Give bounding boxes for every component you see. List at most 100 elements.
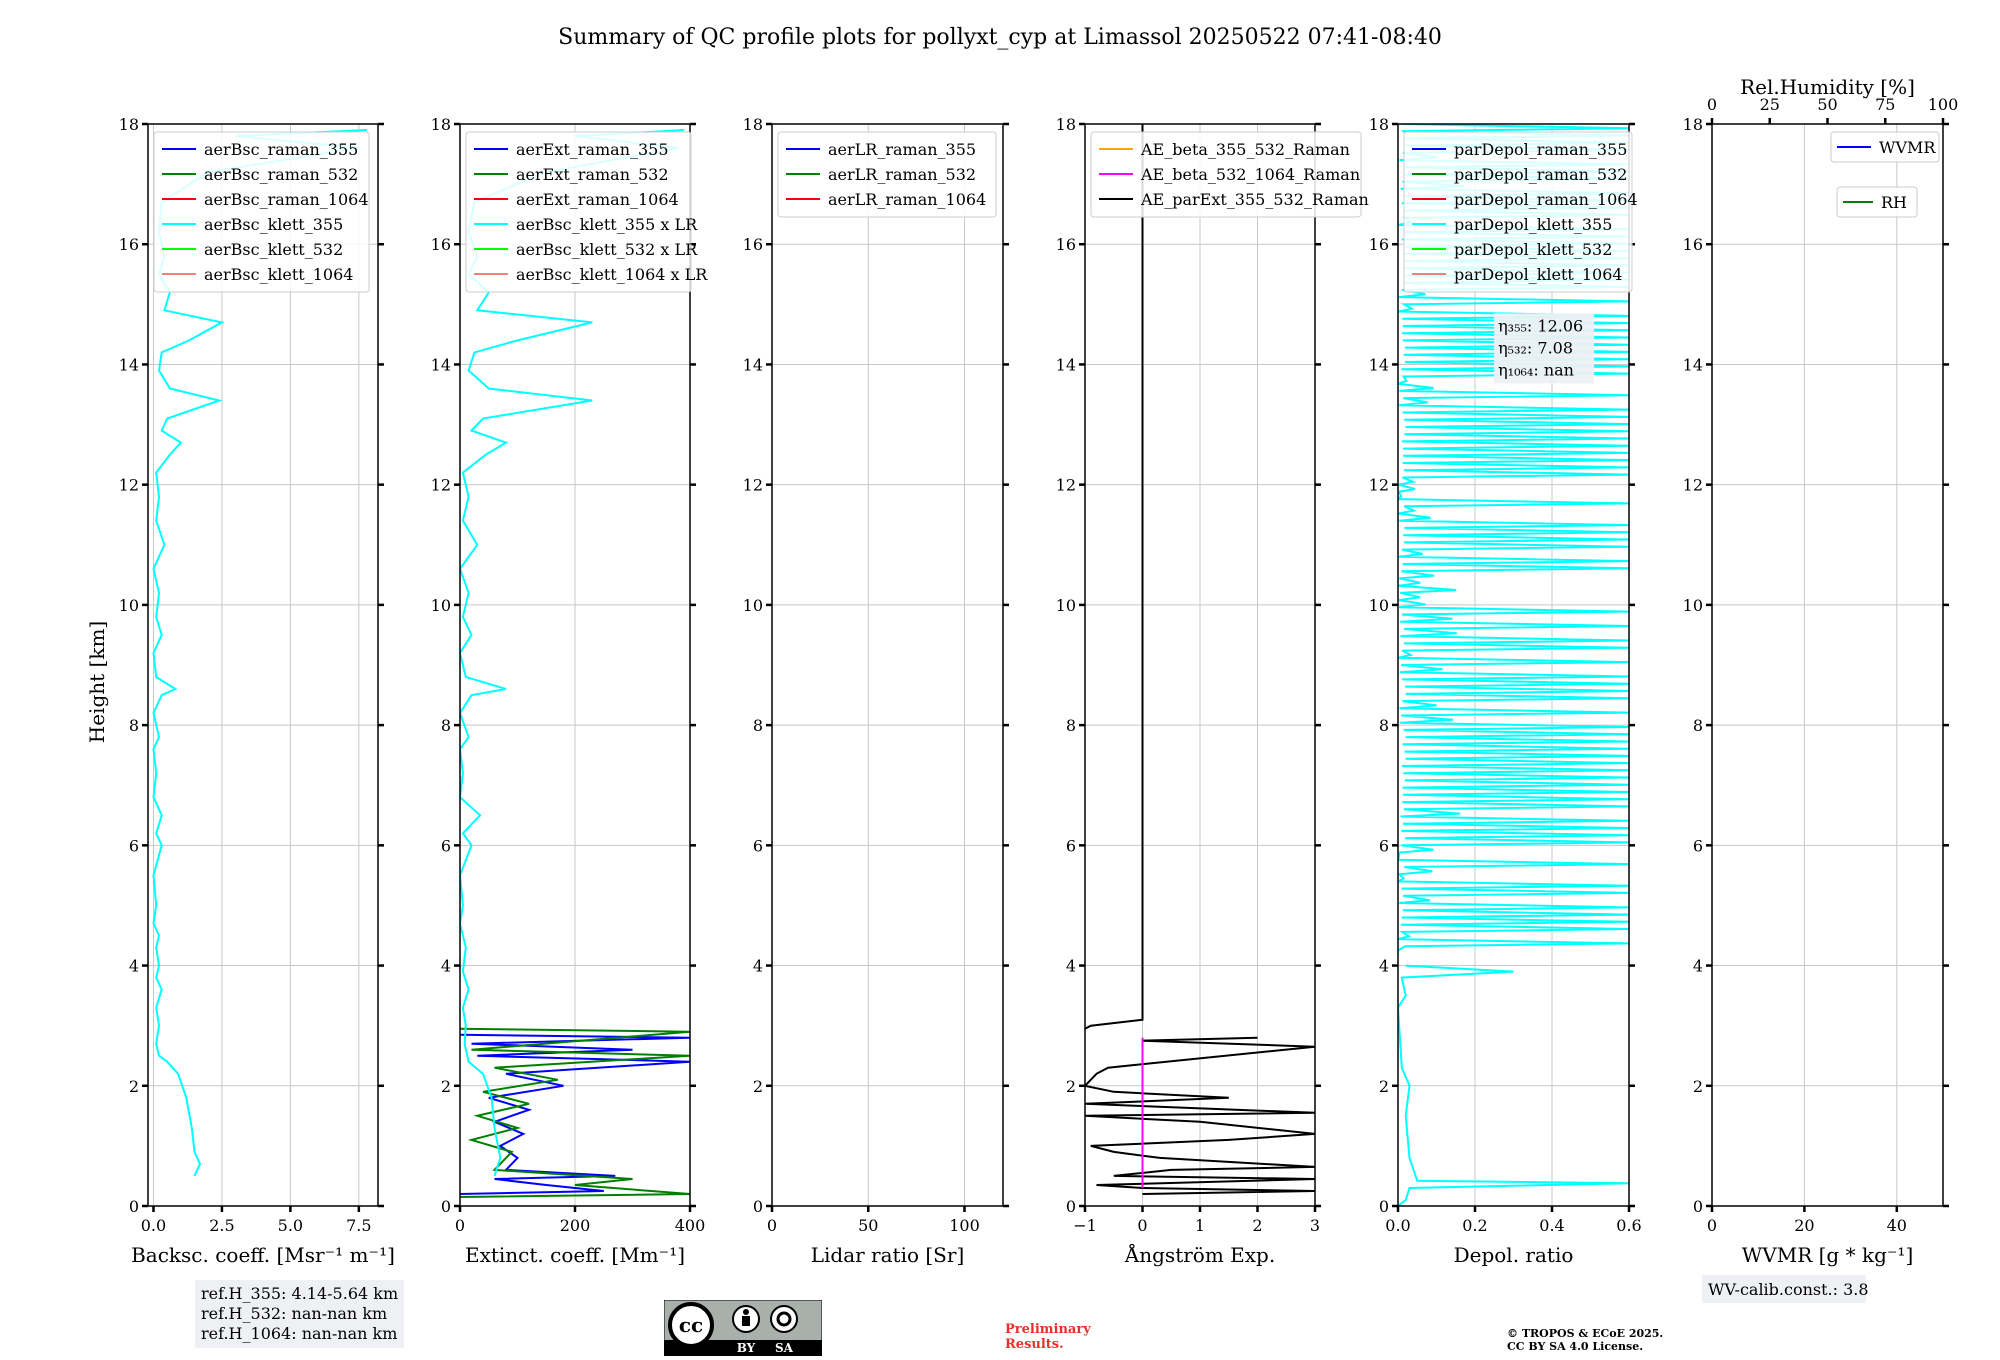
top-x-tick-label: 50: [1817, 95, 1837, 114]
axes-frame: [771, 123, 1004, 1207]
y-tick-label: 2: [1379, 1077, 1389, 1096]
y-tick-label: 10: [431, 596, 451, 615]
legend-label-WVMR: WVMR: [1879, 138, 1936, 157]
legend-label-parDepol_klett_355: parDepol_klett_355: [1454, 215, 1612, 234]
y-tick-label: 10: [1369, 596, 1389, 615]
preliminary-line-1: Preliminary: [1005, 1322, 1091, 1337]
y-tick-label: 6: [753, 836, 763, 855]
y-tick-label: 0: [1066, 1197, 1076, 1216]
legend-label-aerLR_raman_355: aerLR_raman_355: [828, 140, 976, 159]
axes-frame: [1397, 123, 1630, 1207]
x-tick-label: 3: [1310, 1216, 1320, 1235]
legend-label-aerBsc_klett_532 x LR: aerBsc_klett_532 x LR: [516, 240, 698, 259]
y-tick-label: 12: [1056, 476, 1076, 495]
chart-panel-extinction: 0 2 4 6 8 10 12 14 16 18 0 200 400 Extinct. coeff. [M…: [431, 115, 709, 1267]
y-tick-label: 8: [1066, 716, 1076, 735]
y-tick-label: 10: [119, 596, 139, 615]
eta-label: η₅₃₂: 7.08: [1498, 338, 1573, 357]
x-tick-label: 0.0: [1385, 1216, 1410, 1235]
chart-panel-lidar_ratio: 0 2 4 6 8 10 12 14 16 18 0 50 100 Lidar ratio [Sr] aer…: [743, 115, 1009, 1267]
top-x-axis-label: Rel.Humidity [%]: [1740, 75, 1915, 99]
legend-label-parDepol_raman_1064: parDepol_raman_1064: [1454, 190, 1638, 209]
top-x-tick-label: 100: [1928, 95, 1959, 114]
y-tick-label: 2: [1693, 1077, 1703, 1096]
x-tick-label: 0: [767, 1216, 777, 1235]
legend-label-parDepol_raman_355: parDepol_raman_355: [1454, 140, 1627, 159]
y-tick-label: 0: [129, 1197, 139, 1216]
x-tick-label: 400: [675, 1216, 706, 1235]
legend-box: [153, 131, 370, 293]
y-tick-label: 6: [129, 836, 139, 855]
x-tick-label: 0: [455, 1216, 465, 1235]
chart-panel-backscatter: 0 2 4 6 8 10 12 14 16 18 0.0 2.5 5.0 7.5 Backsc. coeff…: [119, 115, 395, 1267]
y-tick-label: 16: [1056, 235, 1076, 254]
series-line-aerBsc_klett_355: [152, 129, 368, 1177]
legend-label-AE_beta_532_1064_Raman: AE_beta_532_1064_Raman: [1140, 165, 1360, 184]
y-tick-label: 10: [1056, 596, 1076, 615]
cc-by-sa-badge: cc BY SA: [664, 1300, 822, 1356]
reference-height-1064: ref.H_1064: nan-nan km: [201, 1324, 398, 1343]
legend-label-parDepol_raman_532: parDepol_raman_532: [1454, 165, 1627, 184]
legend-label-aerBsc_klett_355: aerBsc_klett_355: [204, 215, 343, 234]
figure-title: Summary of QC profile plots for pollyxt_…: [558, 25, 1442, 50]
legend-label-RH: RH: [1881, 193, 1907, 212]
y-tick-label: 8: [1379, 716, 1389, 735]
legend-label-aerBsc_klett_532: aerBsc_klett_532: [204, 240, 343, 259]
y-tick-label: 16: [119, 235, 139, 254]
x-axis-label: Ångström Exp.: [1124, 1242, 1275, 1267]
y-axis-label: Height [km]: [85, 621, 109, 743]
y-tick-label: 6: [1693, 836, 1703, 855]
x-tick-label: 5.0: [278, 1216, 303, 1235]
y-tick-label: 14: [743, 355, 763, 374]
x-tick-label: 1: [1195, 1216, 1205, 1235]
y-tick-label: 14: [1056, 355, 1076, 374]
y-tick-label: 18: [1369, 115, 1389, 134]
y-tick-label: 14: [431, 355, 451, 374]
y-tick-label: 14: [1683, 355, 1703, 374]
x-axis-label: WVMR [g * kg⁻¹]: [1742, 1243, 1914, 1267]
legend-box: [465, 131, 692, 293]
cc-logo-icon: [668, 1302, 714, 1348]
eta-label: η₁₀₆₄: nan: [1498, 360, 1574, 379]
cc-logo-text: cc: [679, 1313, 703, 1337]
top-x-tick-label: 25: [1760, 95, 1780, 114]
legend-label-aerBsc_raman_532: aerBsc_raman_532: [204, 165, 358, 184]
axes-frame: [1711, 123, 1944, 1207]
y-tick-label: 0: [753, 1197, 763, 1216]
legend-label-aerExt_raman_532: aerExt_raman_532: [516, 165, 669, 184]
y-tick-label: 4: [1693, 957, 1703, 976]
y-tick-label: 0: [1379, 1197, 1389, 1216]
y-tick-label: 16: [1369, 235, 1389, 254]
legend-box: [1830, 131, 1940, 163]
y-tick-label: 2: [753, 1077, 763, 1096]
y-tick-label: 16: [743, 235, 763, 254]
preliminary-results-note: Preliminary Results.: [1005, 1322, 1091, 1352]
legend-label-parDepol_klett_1064: parDepol_klett_1064: [1454, 265, 1623, 284]
y-tick-label: 12: [431, 476, 451, 495]
series-line-AE_parExt_355_532_Raman: [1085, 1036, 1315, 1195]
chart-panel-depolarization: 0 2 4 6 8 10 12 14 16 18 0.0 0.2 0.4 0.6 Depol. ratio p…: [1369, 115, 1642, 1267]
copyright-note: © TROPOS & ECoE 2025. CC BY SA 4.0 Licen…: [1507, 1327, 1663, 1353]
legend-box: [1403, 131, 1633, 293]
top-x-tick-label: 0: [1707, 95, 1717, 114]
x-axis-label: Lidar ratio [Sr]: [811, 1243, 965, 1267]
y-tick-label: 6: [1379, 836, 1389, 855]
x-tick-label: 0.4: [1539, 1216, 1564, 1235]
x-tick-label: 7.5: [346, 1216, 371, 1235]
series-line-aerExt_raman_355: [460, 1033, 690, 1195]
wv-calib-box: [1702, 1275, 1866, 1303]
x-tick-label: 2.5: [209, 1216, 234, 1235]
y-tick-label: 6: [1066, 836, 1076, 855]
y-tick-label: 4: [1066, 957, 1076, 976]
x-tick-label: 0: [1137, 1216, 1147, 1235]
y-tick-label: 4: [1379, 957, 1389, 976]
x-tick-label: 2: [1252, 1216, 1262, 1235]
y-tick-label: 8: [441, 716, 451, 735]
y-tick-label: 2: [441, 1077, 451, 1096]
x-tick-label: 20: [1794, 1216, 1814, 1235]
x-tick-label: 40: [1887, 1216, 1907, 1235]
by-label: BY: [737, 1341, 756, 1355]
y-tick-label: 10: [743, 596, 763, 615]
